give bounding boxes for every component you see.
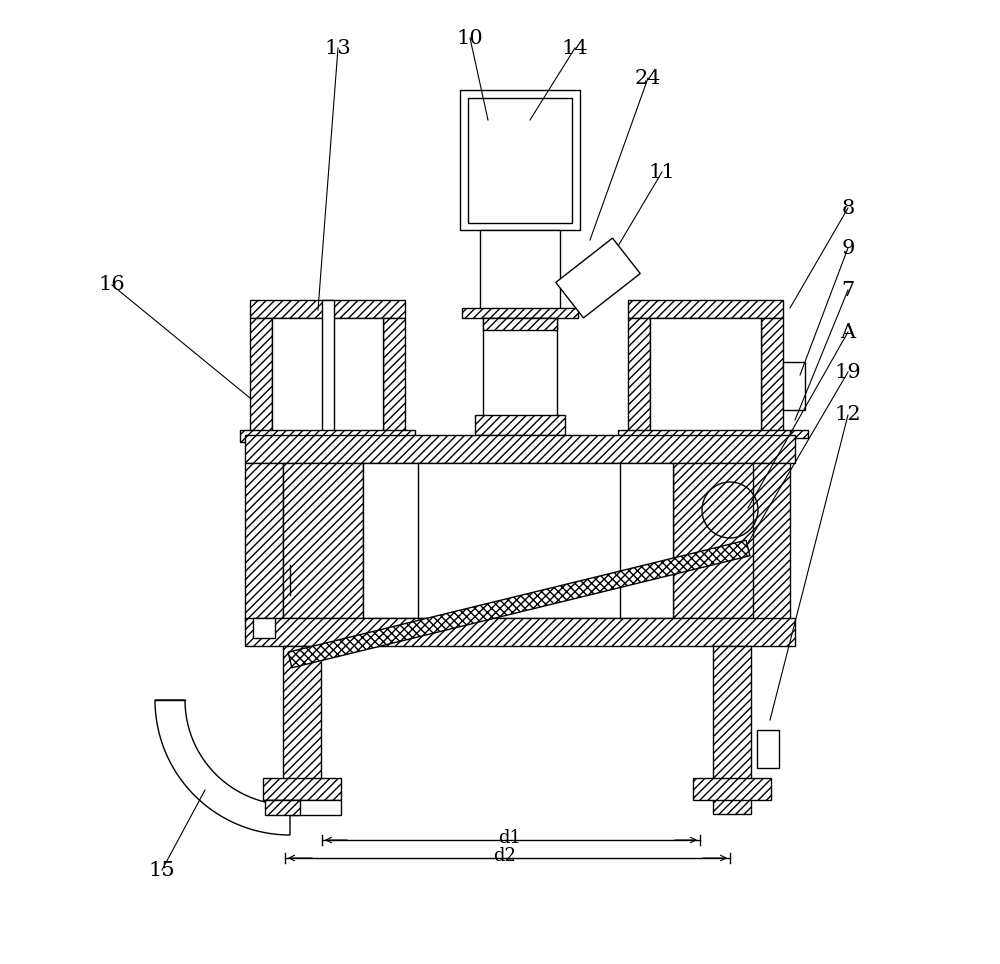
Bar	[250, 300, 405, 318]
Text: 8: 8	[841, 199, 855, 218]
Text: 9: 9	[841, 238, 855, 257]
Text: d2: d2	[494, 847, 516, 865]
Bar	[462, 308, 578, 318]
Polygon shape	[556, 238, 640, 318]
Polygon shape	[288, 540, 750, 668]
Text: 7: 7	[841, 281, 855, 300]
Bar	[650, 318, 761, 436]
Bar	[363, 463, 673, 618]
Text: d1: d1	[498, 829, 522, 847]
Bar	[283, 463, 363, 618]
Text: 11: 11	[649, 163, 675, 181]
Bar	[628, 318, 650, 436]
Bar	[761, 318, 783, 436]
Bar	[263, 800, 341, 815]
Bar	[245, 618, 795, 646]
Bar	[713, 646, 751, 814]
Bar	[480, 230, 560, 310]
Bar	[460, 90, 580, 230]
Bar	[322, 300, 334, 436]
Bar	[245, 463, 283, 621]
Bar	[475, 415, 565, 435]
Text: 15: 15	[149, 861, 175, 879]
Text: 24: 24	[635, 68, 661, 88]
Bar	[383, 318, 405, 436]
Text: 12: 12	[835, 406, 861, 424]
Text: 13: 13	[325, 39, 351, 58]
Bar	[693, 778, 771, 800]
Bar	[757, 730, 779, 768]
Bar	[265, 800, 300, 815]
Text: 16: 16	[99, 276, 125, 294]
Bar	[283, 646, 321, 814]
Bar	[272, 318, 383, 436]
Bar	[790, 430, 808, 438]
Bar	[468, 98, 572, 223]
Bar	[263, 778, 341, 800]
Bar	[673, 463, 753, 618]
Polygon shape	[155, 700, 290, 835]
Bar	[752, 463, 790, 621]
Bar	[245, 435, 795, 463]
Bar	[240, 430, 415, 442]
Text: 19: 19	[835, 362, 861, 382]
Bar	[253, 618, 275, 638]
Bar	[628, 300, 783, 318]
Text: 14: 14	[562, 39, 588, 58]
Bar	[250, 318, 272, 436]
Bar	[483, 318, 557, 438]
Bar	[483, 318, 557, 330]
Text: A: A	[840, 323, 856, 341]
Bar	[783, 362, 805, 410]
Text: 10: 10	[457, 29, 483, 47]
Bar	[618, 430, 793, 442]
